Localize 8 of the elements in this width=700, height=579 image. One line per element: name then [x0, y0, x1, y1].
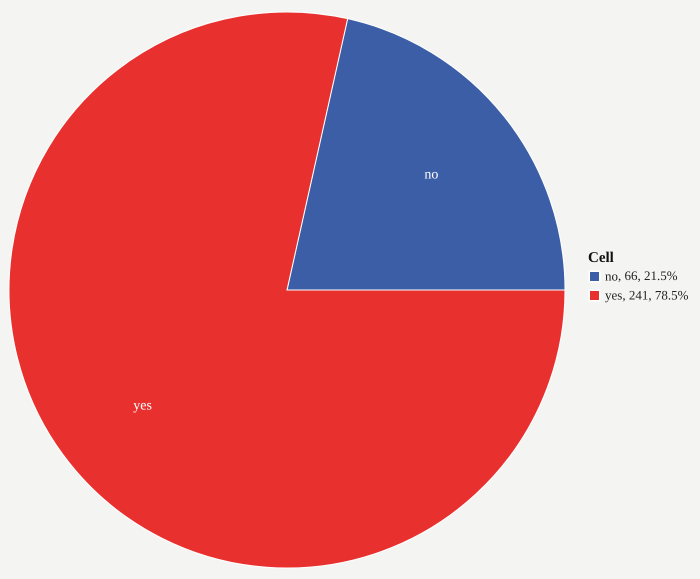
legend-label: no	[605, 268, 618, 284]
legend-title: Cell	[588, 250, 614, 266]
legend-label: yes	[605, 288, 622, 302]
slice-label: yes	[133, 398, 152, 414]
data-label: , 241, 78.5%	[622, 288, 689, 302]
data-label: , 66, 21.5%	[618, 268, 678, 283]
pie-slice	[8, 12, 566, 568]
slice-label: no	[424, 167, 438, 182]
